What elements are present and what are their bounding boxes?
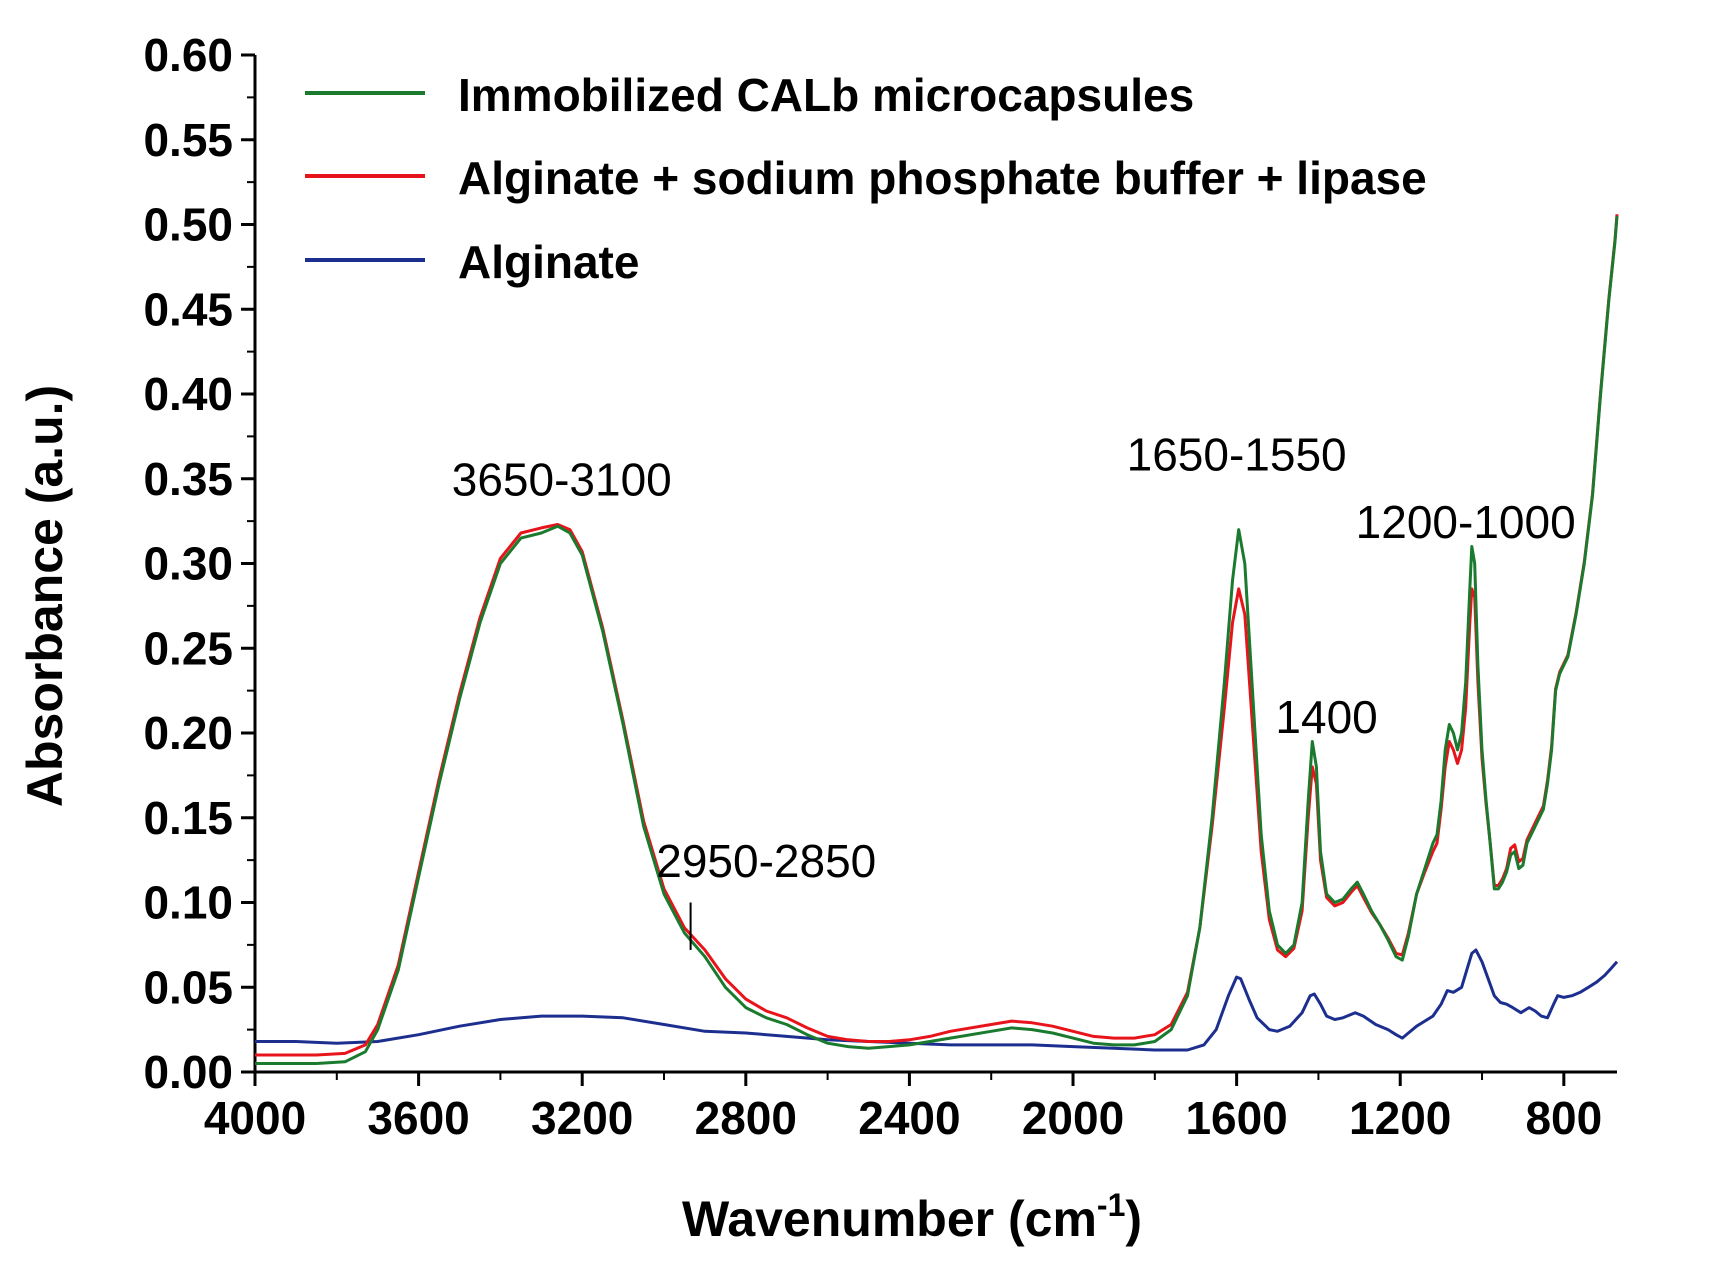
series-layer — [255, 214, 1619, 1065]
x-tick-label: 2400 — [858, 1092, 960, 1144]
peak-annotation: 1200-1000 — [1356, 496, 1576, 548]
y-tick-label: 0.15 — [143, 792, 233, 844]
series-line-2 — [255, 214, 1619, 1057]
peak-annotation: 3650-3100 — [452, 454, 672, 506]
y-axis-title: Absorbance (a.u.) — [17, 385, 73, 807]
x-axis-title-sup: -1 — [1097, 1187, 1125, 1223]
series-line-1 — [255, 215, 1619, 1065]
x-tick-label: 3200 — [531, 1092, 633, 1144]
legend-label: Alginate — [458, 236, 639, 288]
y-tick-label: 0.25 — [143, 622, 233, 674]
y-tick-label: 0.05 — [143, 961, 233, 1013]
peak-annotation: 1650-1550 — [1127, 428, 1347, 480]
y-tick-label: 0.10 — [143, 877, 233, 929]
x-tick-label: 4000 — [204, 1092, 306, 1144]
legend-label: Immobilized CALb microcapsules — [458, 69, 1194, 121]
y-tick-label: 0.20 — [143, 707, 233, 759]
y-tick-label: 0.45 — [143, 283, 233, 335]
y-tick-label: 0.60 — [143, 29, 233, 81]
peak-annotation: 1400 — [1275, 691, 1377, 743]
y-tick-label: 0.30 — [143, 538, 233, 590]
y-tick-label: 0.40 — [143, 368, 233, 420]
x-tick-label: 3600 — [367, 1092, 469, 1144]
x-axis-title-end: ) — [1125, 1191, 1142, 1247]
y-tick-label: 0.55 — [143, 114, 233, 166]
annotations: 3650-3100 2950-2850 1650-1550 1400 1200-1000 — [452, 428, 1576, 950]
legend-label: Alginate + sodium phosphate buffer + lip… — [458, 152, 1427, 204]
series-line-3 — [255, 948, 1619, 1052]
x-tick-label: 1600 — [1185, 1092, 1287, 1144]
y-tick-label: 0.50 — [143, 199, 233, 251]
peak-annotation: 2950-2850 — [656, 835, 876, 887]
x-tick-label: 800 — [1525, 1092, 1602, 1144]
x-tick-label: 2800 — [695, 1092, 797, 1144]
axis-ticks: 0.00 0.05 0.10 0.15 0.20 0.25 0.30 0.35 0.40 0.45… — [143, 29, 1602, 1144]
x-axis-title: Wavenumber (cm-1) — [682, 1187, 1142, 1247]
y-tick-label: 0.35 — [143, 453, 233, 505]
x-tick-label: 1200 — [1349, 1092, 1451, 1144]
x-tick-label: 2000 — [1022, 1092, 1124, 1144]
legend: Immobilized CALb microcapsules Alginate +… — [305, 69, 1427, 288]
x-axis-title-main: Wavenumber (cm — [682, 1191, 1097, 1247]
y-tick-label: 0.00 — [143, 1046, 233, 1098]
